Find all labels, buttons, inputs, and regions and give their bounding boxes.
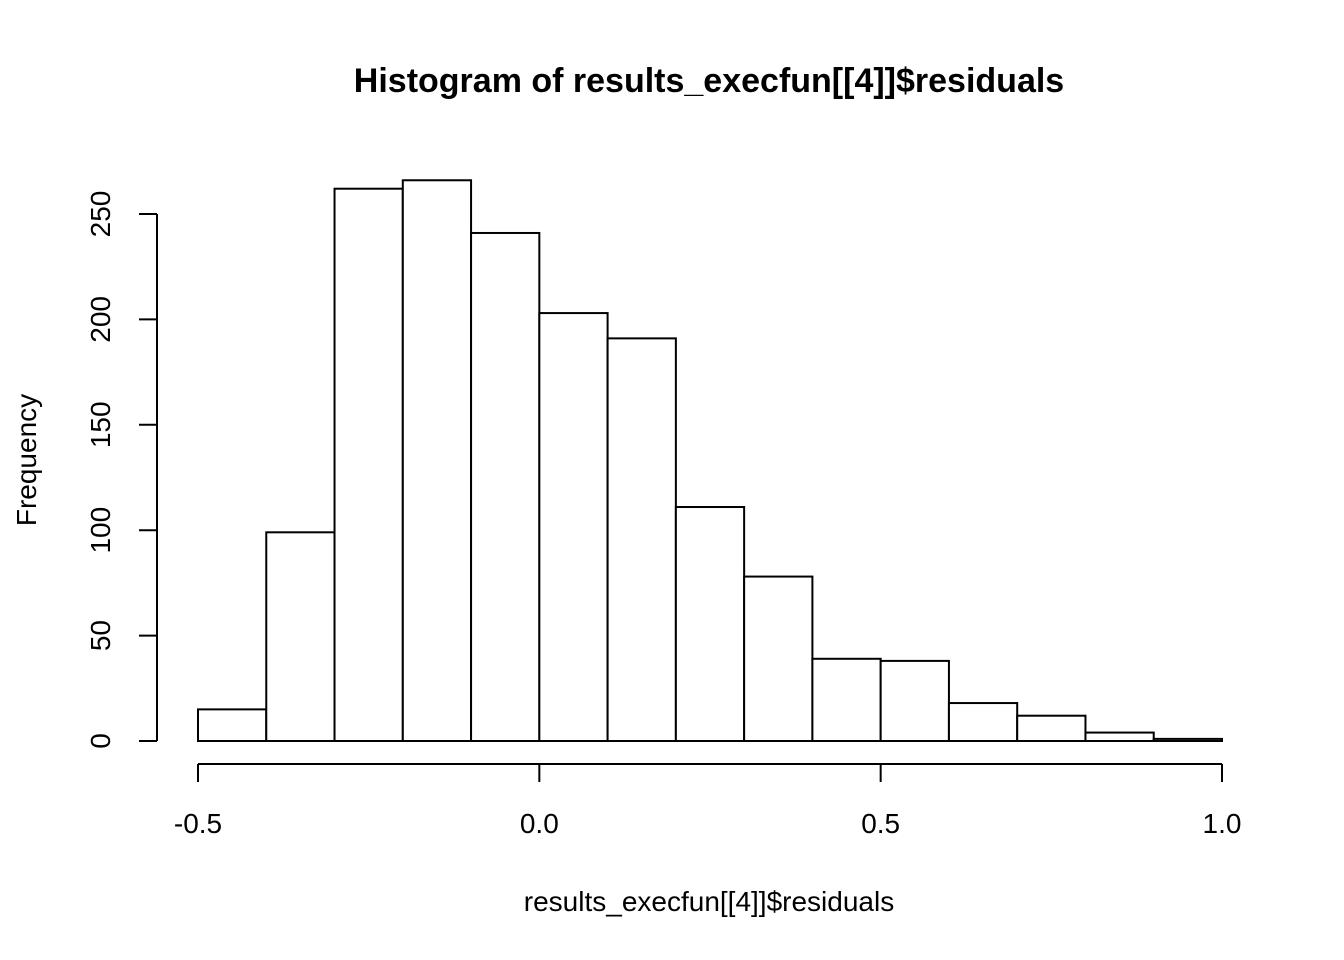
- y-tick-label: 200: [85, 296, 116, 343]
- y-tick-label: 0: [85, 733, 116, 749]
- x-tick-label: 0.5: [861, 808, 900, 839]
- chart-title: Histogram of results_execfun[[4]]$residu…: [354, 62, 1064, 100]
- y-tick-label: 50: [85, 620, 116, 651]
- histogram-bar: [879, 659, 950, 742]
- histogram-bar: [265, 531, 336, 742]
- y-tick-label: 100: [85, 507, 116, 554]
- y-tick-label: 150: [85, 401, 116, 448]
- histogram-bar: [947, 702, 1019, 743]
- y-tick-label: 250: [85, 191, 116, 238]
- histogram-bar: [538, 312, 609, 742]
- x-tick-label: 1.0: [1203, 808, 1242, 839]
- histogram-bar: [811, 657, 882, 743]
- histogram-bar: [1016, 714, 1087, 742]
- x-axis: -0.5 0.0 0.5 1.0: [174, 763, 1242, 839]
- y-axis-label: Frequency: [11, 394, 42, 526]
- histogram-bar: [606, 337, 677, 742]
- histogram-bar: [1152, 737, 1223, 743]
- histogram-bar: [197, 708, 268, 743]
- histogram-bar: [333, 187, 404, 743]
- histogram-bar: [743, 575, 814, 742]
- histogram-bar: [1084, 731, 1155, 742]
- histogram-bar: [674, 506, 746, 742]
- histogram-bar: [401, 179, 473, 743]
- bars-group: [197, 179, 1223, 743]
- x-tick-label: 0.0: [520, 808, 559, 839]
- x-axis-label: results_execfun[[4]]$residuals: [524, 886, 894, 917]
- x-tick-label: -0.5: [174, 808, 222, 839]
- histogram-bar: [470, 231, 541, 743]
- y-axis: 0 50 100 150 200 250: [85, 191, 158, 749]
